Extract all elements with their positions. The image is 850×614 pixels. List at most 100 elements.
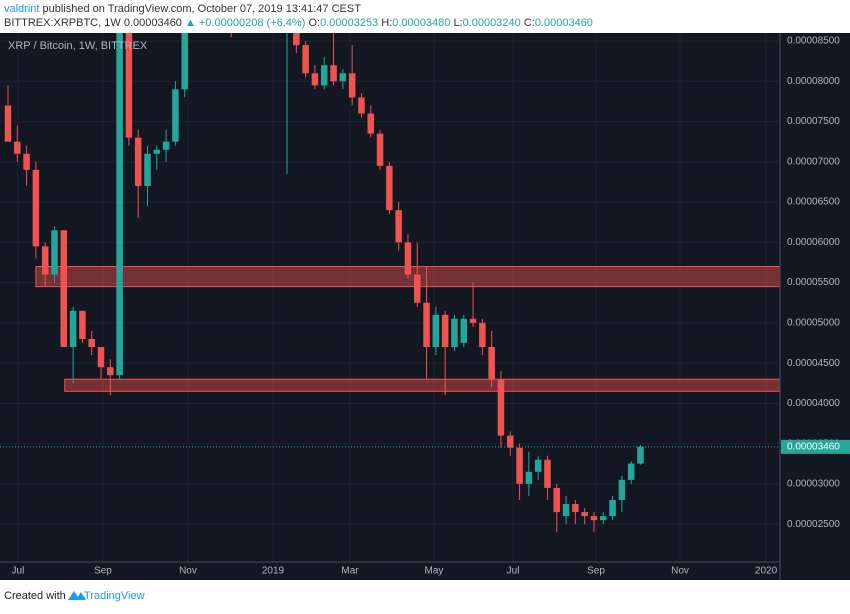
candle-body <box>302 45 309 74</box>
candle-body <box>637 446 644 464</box>
candle-body <box>507 435 514 448</box>
x-tick-label: May <box>425 566 444 577</box>
candle-body <box>386 165 393 211</box>
symbol: BITTREX:XRPBTC, 1W <box>4 17 121 29</box>
candle-body <box>609 500 616 517</box>
candle-body <box>544 459 551 488</box>
ohlc-value: 0.00003253 <box>320 17 378 29</box>
candle-body <box>23 153 30 170</box>
candle-body <box>97 347 105 368</box>
y-tick-label: 0.00007500 <box>787 116 840 127</box>
y-tick-label: 0.00004000 <box>787 398 840 409</box>
candle-body <box>581 512 588 517</box>
candle-body <box>572 504 579 513</box>
candle-body <box>69 310 77 348</box>
candle-body <box>330 65 337 82</box>
candle-body <box>516 447 523 484</box>
candle-body <box>32 169 40 247</box>
ohlc-key: L: <box>453 17 462 29</box>
candle-body <box>153 149 161 154</box>
symbol-line: BITTREX:XRPBTC, 1W 0.00003460 ▲ +0.00000… <box>4 17 593 29</box>
candle-body <box>116 33 123 376</box>
y-tick-label: 0.00008000 <box>787 76 840 87</box>
candle-body <box>311 73 319 86</box>
candle-body <box>79 310 86 339</box>
x-tick-label: 2019 <box>262 566 285 577</box>
candle-body <box>441 314 449 348</box>
candle-body <box>60 230 68 348</box>
ohlc-key: H: <box>381 17 392 29</box>
candle-body <box>488 347 495 380</box>
footer-brand[interactable]: TradingView <box>84 590 145 602</box>
logo <box>68 591 86 600</box>
x-tick-label: Sep <box>94 566 112 577</box>
y-tick-label: 0.00008500 <box>787 36 840 47</box>
candle-body <box>590 516 598 521</box>
candle-body <box>627 463 635 480</box>
ohlc-value: 0.00003480 <box>392 17 450 29</box>
candle-body <box>293 33 300 46</box>
footer-text: Created with <box>4 590 66 602</box>
candle-body <box>358 97 365 114</box>
candle-body <box>376 133 384 166</box>
x-tick-label: Jul <box>12 566 25 577</box>
author[interactable]: valdrint <box>4 3 39 15</box>
ohlc-key: O: <box>308 17 320 29</box>
candle-body <box>395 210 402 243</box>
change: ▲ +0.00000208 (+6.4%) <box>185 17 305 29</box>
candle-body <box>562 504 570 517</box>
candle-body <box>14 141 21 154</box>
zone <box>64 378 780 392</box>
candle-body <box>423 302 430 348</box>
candle-body <box>525 471 533 484</box>
ohlc-value: 0.00003240 <box>463 17 521 29</box>
candle-body <box>451 318 458 348</box>
candle-body <box>41 246 49 275</box>
candle-body <box>497 379 505 436</box>
candle-body <box>51 230 58 275</box>
candle-body <box>479 322 486 348</box>
candle-body <box>4 105 12 142</box>
y-tick-label: 0.00005000 <box>787 318 840 329</box>
candle-body <box>413 274 421 303</box>
chart-title: XRP / Bitcoin, 1W, BITTREX <box>8 40 148 52</box>
y-tick-label: 0.00006000 <box>787 237 840 248</box>
candle-body <box>181 33 188 90</box>
candle-body <box>125 33 133 138</box>
candle-body <box>172 89 179 142</box>
last-price-box <box>781 439 850 454</box>
y-tick-label: 0.00002500 <box>787 519 840 530</box>
ohlc-value: 0.00003460 <box>535 17 593 29</box>
ohlc-key: C: <box>524 17 535 29</box>
footer: Created with TradingView <box>4 590 145 602</box>
publish-line: valdrint published on TradingView.com, O… <box>4 3 361 15</box>
x-tick-label: Jul <box>507 566 520 577</box>
candle-body <box>460 318 468 343</box>
candle-body <box>600 516 607 521</box>
candle-body <box>219 0 226 1</box>
y-tick-label: 0.00004500 <box>787 358 840 369</box>
candle-body <box>134 137 142 186</box>
candle-body <box>339 73 347 82</box>
candle-body <box>348 73 356 98</box>
published: published on TradingView.com, October 07… <box>43 3 362 15</box>
y-tick-label: 0.00003000 <box>787 479 840 490</box>
candle-body <box>469 318 477 323</box>
y-tick-label: 0.00006500 <box>787 197 840 208</box>
x-tick-label: Nov <box>179 566 197 577</box>
candle-body <box>107 367 114 376</box>
candle-body <box>162 141 170 150</box>
last: 0.00003460 <box>124 17 182 29</box>
candle-body <box>618 479 626 501</box>
x-tick-label: Sep <box>587 566 605 577</box>
candle-body <box>88 338 95 348</box>
candle-body <box>432 314 440 348</box>
x-tick-label: Mar <box>341 566 359 577</box>
y-tick-label: 0.00007000 <box>787 156 840 167</box>
candle-body <box>320 65 328 86</box>
candle-body <box>144 153 151 186</box>
y-tick-label: 0.00005500 <box>787 277 840 288</box>
x-tick-label: 2020 <box>755 566 778 577</box>
candle-body <box>367 113 375 134</box>
